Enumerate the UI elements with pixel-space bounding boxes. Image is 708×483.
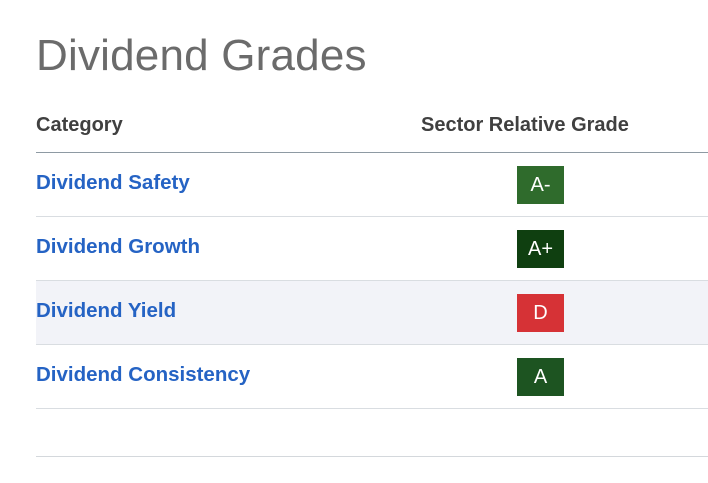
- grade-badge: A-: [517, 166, 564, 204]
- page-title: Dividend Grades: [36, 31, 367, 80]
- grade-badge: A+: [517, 230, 564, 268]
- category-column-header: Category: [36, 114, 123, 136]
- table-row: Dividend Yield D: [36, 281, 708, 345]
- bottom-divider: [36, 456, 708, 457]
- table-row: Dividend Safety A-: [36, 153, 708, 217]
- table-row: Dividend Growth A+: [36, 217, 708, 281]
- table-row: Dividend Consistency A: [36, 345, 708, 409]
- table-header-row: Category Sector Relative Grade: [36, 106, 708, 153]
- dividend-consistency-link[interactable]: Dividend Consistency: [36, 363, 251, 386]
- grade-badge: A: [517, 358, 564, 396]
- dividend-safety-link[interactable]: Dividend Safety: [36, 171, 190, 194]
- sector-relative-grade-column-header: Sector Relative Grade: [421, 114, 629, 136]
- dividend-grades-table: Category Sector Relative Grade Dividend …: [36, 106, 708, 409]
- grade-badge: D: [517, 294, 564, 332]
- dividend-growth-link[interactable]: Dividend Growth: [36, 235, 200, 258]
- dividend-yield-link[interactable]: Dividend Yield: [36, 299, 177, 322]
